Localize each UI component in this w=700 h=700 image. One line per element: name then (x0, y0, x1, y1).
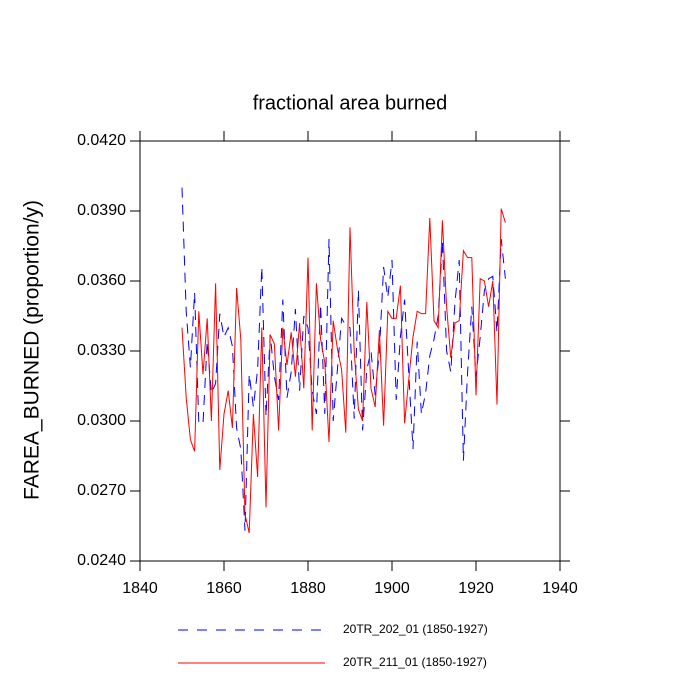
x-tick-label: 1900 (374, 580, 410, 597)
x-tick-label: 1880 (290, 580, 326, 597)
y-tick-label: 0.0270 (77, 482, 126, 499)
x-tick-label: 1940 (542, 580, 578, 597)
y-tick-label: 0.0330 (77, 342, 126, 359)
y-tick-label: 0.0420 (77, 132, 126, 149)
series-line (181, 208, 506, 534)
y-tick-label: 0.0390 (77, 202, 126, 219)
legend-label: 20TR_202_01 (1850-1927) (343, 622, 488, 636)
legend-label: 20TR_211_01 (1850-1927) (343, 655, 487, 669)
x-tick-label: 1920 (458, 580, 494, 597)
series-line (181, 187, 506, 531)
y-axis-label: FAREA_BURNED (proportion/y) (21, 200, 44, 500)
chart-title: fractional area burned (253, 92, 448, 114)
y-tick-label: 0.0300 (77, 412, 126, 429)
plot-frame (139, 140, 561, 562)
x-tick-label: 1860 (206, 580, 242, 597)
y-tick-label: 0.0240 (77, 552, 126, 569)
y-tick-label: 0.0360 (77, 272, 126, 289)
x-tick-label: 1840 (122, 580, 158, 597)
